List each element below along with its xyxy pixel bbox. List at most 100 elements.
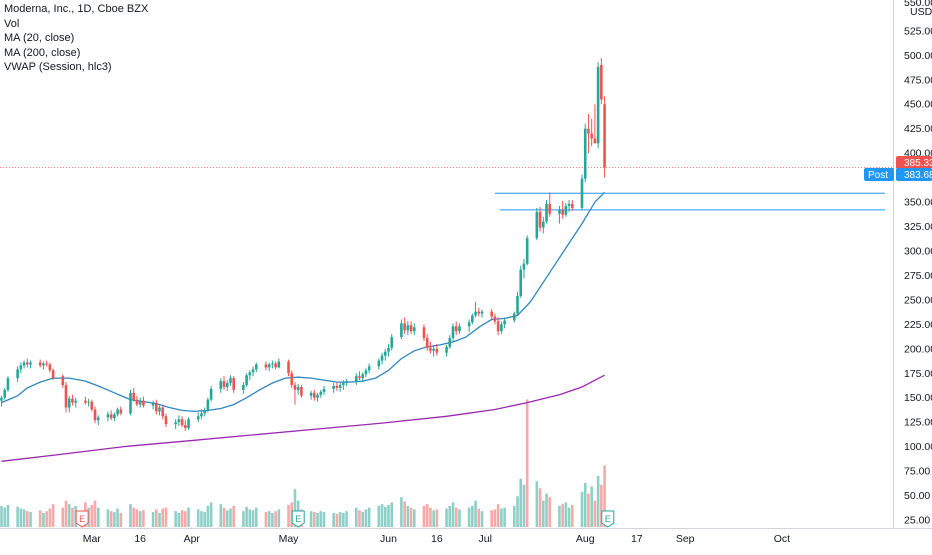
candle-body (409, 325, 413, 332)
price-tick-label: 225.00 (904, 319, 932, 331)
volume-bar (164, 507, 168, 527)
candle-body (161, 407, 165, 417)
volume-bar (583, 483, 587, 527)
volume-bar (480, 511, 484, 527)
candle-body (377, 360, 381, 367)
volume-bar (309, 511, 313, 527)
volume-bar (471, 505, 474, 527)
candle-body (425, 338, 429, 348)
candle-body (196, 416, 200, 420)
candle-body (383, 351, 387, 356)
time-tick-label: 16 (431, 533, 443, 545)
volume-bar (390, 502, 394, 527)
volume-bar (454, 507, 458, 527)
candle-body (229, 378, 232, 384)
volume-bar (358, 510, 361, 527)
volume-bar (429, 507, 432, 527)
price-axis-top-label: 550.00 (904, 0, 932, 9)
candle-body (96, 417, 100, 421)
volume-bar (561, 504, 564, 527)
candle-body (251, 369, 255, 373)
volume-bar (48, 508, 52, 527)
candle-body (435, 348, 439, 353)
earnings-marker-label: E (605, 514, 611, 524)
volume-bar (400, 497, 403, 527)
candle-body (358, 376, 361, 379)
candle-body (338, 384, 342, 388)
earnings-marker[interactable] (291, 510, 305, 528)
volume-bar (161, 508, 165, 527)
price-axis-currency: USD (910, 6, 932, 18)
candle-body (471, 315, 474, 323)
horizontal-lines-layer[interactable] (0, 167, 893, 211)
volume-bar (3, 507, 7, 527)
time-tick-label: May (279, 533, 300, 545)
price-tick-label: 350.00 (904, 197, 932, 209)
time-axis[interactable]: Mar 16 Apr May Jun 16 Jul Aug 17 Sep Oct (83, 533, 790, 545)
time-tick-label: 16 (134, 533, 146, 545)
volume-bar (445, 508, 448, 527)
volume-bar (138, 511, 142, 527)
volume-bar (129, 504, 132, 527)
candles-layer (0, 58, 606, 431)
volume-bar (313, 512, 316, 527)
candle-body (580, 178, 584, 208)
candle-body (309, 392, 313, 396)
candle-body (106, 414, 110, 418)
earnings-marker[interactable] (601, 510, 615, 528)
earnings-marker[interactable] (75, 510, 89, 528)
legend-vol[interactable]: Vol (4, 17, 20, 30)
candle-body (200, 413, 203, 417)
volume-bar (367, 507, 371, 527)
volume-layer (0, 399, 606, 527)
last-price-tag: 385.33 (904, 158, 932, 169)
volume-bar (64, 500, 68, 527)
volume-bar (477, 508, 481, 527)
price-tick-label: 175.00 (904, 368, 932, 380)
volume-bar (522, 484, 526, 527)
candle-body (274, 363, 277, 368)
volume-bar (177, 512, 181, 527)
volume-bar (548, 497, 552, 527)
candle-body (67, 398, 71, 408)
candle-body (545, 204, 548, 222)
candle-body (512, 313, 516, 321)
candle-body (596, 67, 600, 144)
price-axis[interactable]: 550.00 USD 25.00 50.00 75.00 100.00 125.00 15… (904, 0, 932, 526)
legend-title[interactable]: Moderna, Inc., 1D, Cboe BZX (4, 3, 149, 15)
time-tick-label: Jun (380, 533, 397, 545)
volume-bar (196, 509, 200, 527)
volume-bar (113, 512, 116, 527)
candle-body (109, 414, 113, 419)
candle-body (558, 209, 561, 214)
candle-body (380, 355, 384, 361)
volume-bar (335, 513, 339, 527)
legend-vwap[interactable]: VWAP (Session, hlc3) (4, 61, 112, 73)
volume-bar (422, 505, 426, 527)
volume-bar (467, 507, 471, 527)
candle-body (0, 397, 3, 401)
volume-bar (413, 509, 416, 527)
candle-body (600, 65, 603, 100)
price-tick-label: 300.00 (904, 245, 932, 257)
volume-bar (225, 510, 229, 527)
volume-bar (142, 510, 145, 527)
candle-body (290, 373, 294, 385)
candle-body (245, 375, 248, 385)
volume-bar (242, 511, 245, 527)
candle-body (138, 400, 142, 405)
volume-bar (316, 512, 319, 527)
price-tick-label: 125.00 (904, 417, 932, 429)
volume-bar (219, 504, 223, 527)
legend-ma200[interactable]: MA (200, close) (4, 46, 81, 59)
candle-body (319, 391, 323, 395)
volume-bar (406, 505, 410, 527)
volume-bar (132, 507, 136, 527)
candle-body (48, 364, 52, 371)
volume-bar (593, 500, 597, 527)
volume-bar (151, 512, 155, 527)
legend-ma20[interactable]: MA (20, close) (4, 32, 75, 44)
